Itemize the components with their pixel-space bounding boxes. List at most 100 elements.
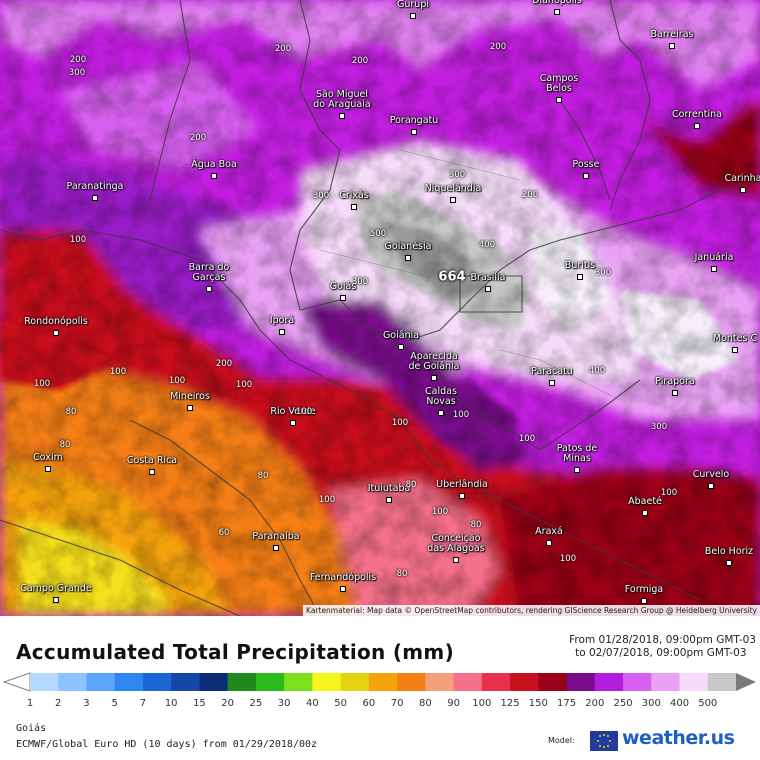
city-label: Iporá — [269, 315, 295, 326]
city-marker[interactable] — [411, 129, 417, 135]
scale-class-30 — [284, 673, 313, 691]
color-scale-bar — [2, 672, 756, 692]
city-label: São Miguel do Araguaia — [313, 89, 371, 110]
precipitation-map[interactable]: Gurupi Dianópolis Barreiras São Miguel do Ar… — [0, 0, 760, 616]
scale-label: 30 — [277, 698, 291, 709]
scale-label: 100 — [472, 698, 492, 709]
city-label: Paracatu — [531, 366, 573, 377]
city-label: Goianésia — [384, 241, 432, 252]
scale-class-15 — [199, 673, 229, 691]
city-label: Montes C — [712, 333, 758, 344]
city-marker[interactable] — [340, 295, 346, 301]
city-marker[interactable] — [211, 173, 217, 179]
scale-underflow-arrow — [2, 672, 31, 692]
city-marker[interactable] — [398, 344, 404, 350]
isoline-value: 500 — [369, 229, 387, 239]
city-marker[interactable] — [149, 469, 155, 475]
city-marker[interactable] — [485, 286, 491, 292]
model-info: ECMWF/Global Euro HD (10 days) from 01/2… — [16, 739, 318, 750]
city-label: Fernandópolis — [309, 572, 377, 583]
city-marker[interactable] — [574, 467, 580, 473]
city-marker[interactable] — [351, 204, 357, 210]
city-marker[interactable] — [546, 540, 552, 546]
city-marker[interactable] — [669, 43, 675, 49]
city-marker[interactable] — [273, 545, 279, 551]
scale-label: 1 — [26, 698, 34, 709]
city-marker[interactable] — [554, 9, 560, 15]
scale-label: 5 — [111, 698, 118, 709]
city-label: Paranaíba — [252, 531, 300, 542]
city-marker[interactable] — [53, 330, 59, 336]
isoline-value: 100 — [168, 376, 186, 386]
weather-us-logo[interactable]: weather.us — [622, 727, 735, 749]
city-marker[interactable] — [339, 113, 345, 119]
scale-label: 175 — [557, 698, 577, 709]
city-label: Goiânia — [382, 330, 420, 341]
city-marker[interactable] — [187, 405, 193, 411]
city-marker[interactable] — [556, 97, 562, 103]
city-marker[interactable] — [450, 197, 456, 203]
scale-class-70 — [397, 673, 426, 691]
city-marker[interactable] — [549, 380, 555, 386]
isoline-value: 80 — [59, 440, 71, 450]
scale-class-500 — [707, 673, 737, 691]
isoline-value: 100 — [318, 495, 336, 505]
city-label: Niquelândia — [424, 183, 482, 194]
city-marker[interactable] — [641, 598, 647, 604]
city-marker[interactable] — [340, 586, 346, 592]
city-marker[interactable] — [279, 329, 285, 335]
city-marker[interactable] — [92, 195, 98, 201]
city-label: Rondonópolis — [24, 316, 88, 327]
scale-class-7 — [142, 673, 172, 691]
city-marker[interactable] — [708, 483, 714, 489]
scale-class-175 — [566, 673, 596, 691]
scale-label: 20 — [221, 698, 235, 709]
scale-label: 2 — [55, 698, 62, 709]
city-marker[interactable] — [672, 390, 678, 396]
isoline-value: 100 — [235, 380, 253, 390]
city-marker[interactable] — [740, 187, 746, 193]
isoline-value: 100 — [559, 554, 577, 564]
isoline-value: 400 — [588, 366, 606, 376]
city-label: Crixás — [339, 190, 369, 201]
city-marker[interactable] — [386, 497, 392, 503]
scale-class-1 — [30, 673, 59, 691]
legend-panel: Accumulated Total Precipitation (mm) Fro… — [0, 616, 760, 760]
city-marker[interactable] — [290, 420, 296, 426]
city-marker[interactable] — [642, 510, 648, 516]
city-marker[interactable] — [577, 274, 583, 280]
city-marker[interactable] — [459, 493, 465, 499]
city-label: Ituiutaba — [367, 483, 411, 494]
city-label: Campo Grande — [20, 583, 92, 594]
city-marker[interactable] — [711, 266, 717, 272]
city-marker[interactable] — [732, 347, 738, 353]
city-label: Goiás — [329, 281, 357, 292]
city-marker[interactable] — [453, 557, 459, 563]
scale-label: 150 — [528, 698, 548, 709]
scale-label: 80 — [418, 698, 432, 709]
isoline-value: 80 — [405, 480, 417, 490]
city-marker[interactable] — [405, 255, 411, 261]
city-label: Paranatinga — [66, 181, 124, 192]
city-label: Buritis — [564, 260, 596, 271]
period-to: to 02/07/2018, 09:00pm GMT-03 — [575, 647, 747, 659]
city-marker[interactable] — [206, 286, 212, 292]
city-marker[interactable] — [410, 13, 416, 19]
map-attribution[interactable]: Kartenmaterial: Map data © OpenStreetMap… — [303, 605, 760, 616]
city-label: Curvelo — [692, 469, 730, 480]
isoline-value: 80 — [396, 569, 408, 579]
city-label: Abaeté — [628, 496, 662, 507]
isoline-value: 300 — [312, 191, 330, 201]
isoline-value: 400 — [478, 240, 496, 250]
city-marker[interactable] — [431, 375, 437, 381]
city-marker[interactable] — [53, 597, 59, 603]
city-marker[interactable] — [438, 410, 444, 416]
city-marker[interactable] — [583, 173, 589, 179]
isoline-value: 100 — [431, 507, 449, 517]
city-marker[interactable] — [726, 560, 732, 566]
city-label: Formiga — [624, 584, 664, 595]
city-marker[interactable] — [45, 466, 51, 472]
scale-overflow-arrow — [736, 673, 756, 691]
scale-label: 10 — [164, 698, 178, 709]
city-marker[interactable] — [694, 123, 700, 129]
